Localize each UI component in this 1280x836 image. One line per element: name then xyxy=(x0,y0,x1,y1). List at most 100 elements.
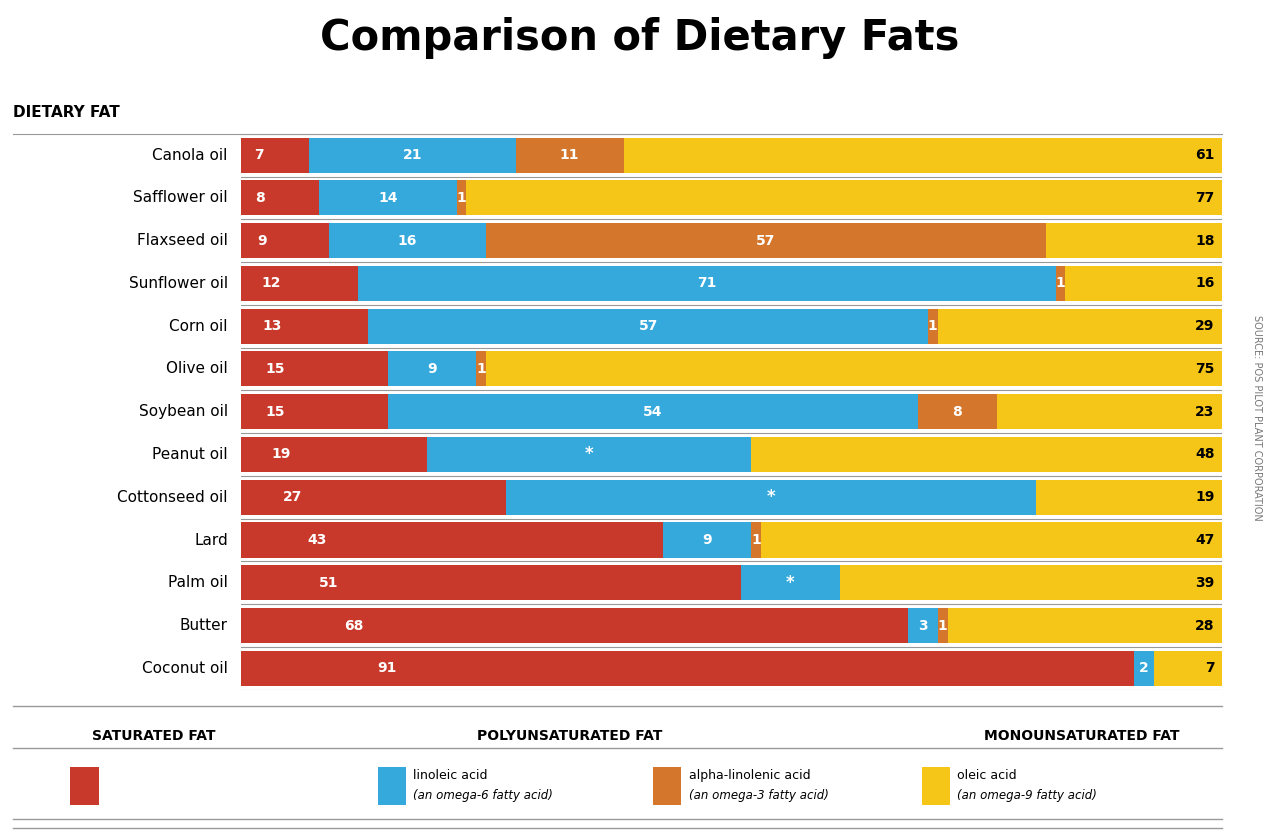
Text: oleic acid: oleic acid xyxy=(957,769,1018,782)
Text: *: * xyxy=(767,488,776,507)
Bar xyxy=(241,181,319,216)
Text: 71: 71 xyxy=(698,277,717,290)
Bar xyxy=(329,223,486,258)
Text: *: * xyxy=(786,573,795,592)
Text: 48: 48 xyxy=(1196,447,1215,461)
Text: Peanut oil: Peanut oil xyxy=(152,447,228,462)
Text: 39: 39 xyxy=(1196,576,1215,589)
Text: 1: 1 xyxy=(1056,277,1065,290)
Text: SATURATED FAT: SATURATED FAT xyxy=(92,729,215,742)
Text: Sunflower oil: Sunflower oil xyxy=(129,276,228,291)
Bar xyxy=(751,522,762,558)
Bar xyxy=(997,395,1222,429)
Text: 57: 57 xyxy=(639,319,658,334)
Bar xyxy=(241,266,358,301)
Bar xyxy=(241,650,1134,686)
Text: Cottonseed oil: Cottonseed oil xyxy=(118,490,228,505)
Text: 23: 23 xyxy=(1196,405,1215,419)
Bar xyxy=(623,138,1222,173)
Bar xyxy=(241,351,388,386)
Bar xyxy=(918,395,997,429)
Text: 43: 43 xyxy=(307,533,326,547)
Bar xyxy=(486,351,1222,386)
Bar xyxy=(241,308,369,344)
Text: 54: 54 xyxy=(644,405,663,419)
Text: 11: 11 xyxy=(559,148,580,162)
Text: Soybean oil: Soybean oil xyxy=(138,405,228,419)
Text: *: * xyxy=(585,446,594,463)
Text: Canola oil: Canola oil xyxy=(152,148,228,163)
Text: 8: 8 xyxy=(952,405,963,419)
Text: 19: 19 xyxy=(1196,490,1215,504)
Text: Comparison of Dietary Fats: Comparison of Dietary Fats xyxy=(320,17,960,59)
Text: 9: 9 xyxy=(257,234,266,247)
Text: 21: 21 xyxy=(403,148,422,162)
Bar xyxy=(751,437,1222,472)
Text: 68: 68 xyxy=(344,619,364,633)
Text: 16: 16 xyxy=(1196,277,1215,290)
Bar xyxy=(1056,266,1065,301)
Text: 19: 19 xyxy=(271,447,291,461)
Text: 27: 27 xyxy=(283,490,303,504)
Bar xyxy=(516,138,623,173)
Text: 61: 61 xyxy=(1196,148,1215,162)
Text: 18: 18 xyxy=(1196,234,1215,247)
Text: 51: 51 xyxy=(319,576,338,589)
Bar xyxy=(840,565,1222,600)
Text: SOURCE: POS PILOT PLANT CORPORATION: SOURCE: POS PILOT PLANT CORPORATION xyxy=(1252,315,1262,521)
Bar xyxy=(938,308,1222,344)
Text: alpha-linolenic acid: alpha-linolenic acid xyxy=(689,769,810,782)
Text: 9: 9 xyxy=(703,533,712,547)
Bar xyxy=(241,608,909,643)
Bar xyxy=(310,138,516,173)
Text: 15: 15 xyxy=(266,405,285,419)
Text: MONOUNSATURATED FAT: MONOUNSATURATED FAT xyxy=(984,729,1179,742)
Bar xyxy=(762,522,1222,558)
Text: 9: 9 xyxy=(428,362,436,376)
Text: 91: 91 xyxy=(378,661,397,675)
Bar xyxy=(319,181,457,216)
Text: Flaxseed oil: Flaxseed oil xyxy=(137,233,228,248)
Text: 13: 13 xyxy=(262,319,282,334)
Text: linoleic acid: linoleic acid xyxy=(413,769,488,782)
Text: Butter: Butter xyxy=(179,618,228,633)
Bar xyxy=(241,395,388,429)
Text: Safflower oil: Safflower oil xyxy=(133,191,228,206)
Text: 29: 29 xyxy=(1196,319,1215,334)
Bar xyxy=(241,522,663,558)
Text: 47: 47 xyxy=(1196,533,1215,547)
Text: Palm oil: Palm oil xyxy=(168,575,228,590)
Text: 75: 75 xyxy=(1196,362,1215,376)
Bar xyxy=(388,395,918,429)
Text: 77: 77 xyxy=(1196,191,1215,205)
Bar xyxy=(241,565,741,600)
Text: DIETARY FAT: DIETARY FAT xyxy=(13,105,119,120)
Bar xyxy=(1036,480,1222,515)
Bar xyxy=(241,480,506,515)
Bar xyxy=(241,223,329,258)
Text: 14: 14 xyxy=(378,191,398,205)
Text: 3: 3 xyxy=(918,619,928,633)
Bar xyxy=(663,522,751,558)
Bar xyxy=(388,351,476,386)
Text: Coconut oil: Coconut oil xyxy=(142,660,228,675)
Text: 1: 1 xyxy=(751,533,760,547)
Text: 16: 16 xyxy=(398,234,417,247)
Text: 1: 1 xyxy=(938,619,947,633)
Bar xyxy=(476,351,486,386)
Bar xyxy=(369,308,928,344)
Bar xyxy=(1046,223,1222,258)
Text: 1: 1 xyxy=(928,319,938,334)
Bar xyxy=(909,608,938,643)
Text: 57: 57 xyxy=(756,234,776,247)
Text: 15: 15 xyxy=(266,362,285,376)
Bar xyxy=(428,437,751,472)
Bar xyxy=(947,608,1222,643)
Text: (an omega-3 fatty acid): (an omega-3 fatty acid) xyxy=(689,789,828,803)
Text: (an omega-6 fatty acid): (an omega-6 fatty acid) xyxy=(413,789,553,803)
Text: Corn oil: Corn oil xyxy=(169,319,228,334)
Text: 1: 1 xyxy=(476,362,486,376)
Bar xyxy=(1134,650,1153,686)
Bar xyxy=(486,223,1046,258)
Text: 8: 8 xyxy=(256,191,265,205)
